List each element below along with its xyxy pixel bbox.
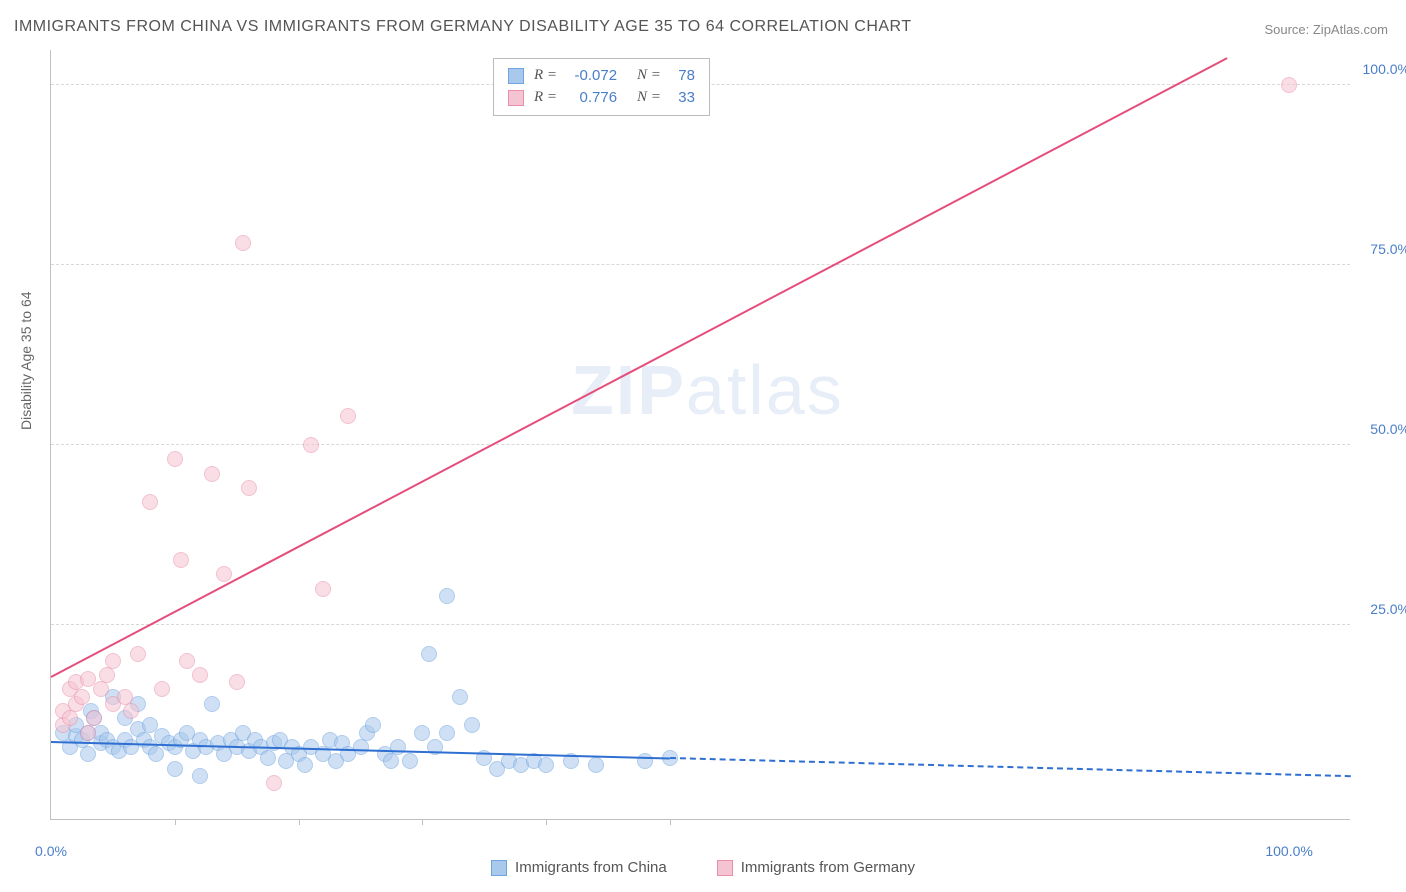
stats-box: R = -0.072 N = 78 R = 0.776 N = 33 [493, 58, 710, 116]
data-point [452, 689, 468, 705]
data-point [538, 757, 554, 773]
y-tick-label: 100.0% [1360, 61, 1406, 77]
watermark: ZIPatlas [571, 350, 844, 430]
data-point [123, 703, 139, 719]
data-point [86, 710, 102, 726]
stat-r-value: -0.072 [567, 67, 617, 84]
y-tick-label: 75.0% [1360, 241, 1406, 257]
legend-item: Immigrants from China [491, 859, 667, 876]
data-point [260, 750, 276, 766]
trend-line [670, 757, 1351, 777]
data-point [179, 653, 195, 669]
data-point [1281, 77, 1297, 93]
data-point [353, 739, 369, 755]
stat-label: N = [637, 67, 661, 84]
plot-area: ZIPatlas 25.0%50.0%75.0%100.0%0.0%100.0%… [50, 50, 1350, 820]
data-point [173, 552, 189, 568]
data-point [297, 757, 313, 773]
x-tick-label: 0.0% [35, 843, 67, 859]
data-point [315, 581, 331, 597]
data-point [241, 480, 257, 496]
data-point [74, 689, 90, 705]
data-point [464, 717, 480, 733]
data-point [142, 494, 158, 510]
stat-n-value: 33 [671, 89, 695, 106]
data-point [192, 667, 208, 683]
legend-swatch [508, 68, 524, 84]
y-axis-label: Disability Age 35 to 64 [18, 291, 34, 430]
gridline [51, 624, 1350, 625]
data-point [154, 681, 170, 697]
data-point [105, 653, 121, 669]
legend-swatch [491, 860, 507, 876]
data-point [439, 588, 455, 604]
x-tick [670, 819, 671, 825]
data-point [80, 725, 96, 741]
y-tick-label: 25.0% [1360, 601, 1406, 617]
x-tick [175, 819, 176, 825]
data-point [204, 696, 220, 712]
data-point [340, 408, 356, 424]
data-point [216, 566, 232, 582]
data-point [402, 753, 418, 769]
data-point [130, 646, 146, 662]
data-point [439, 725, 455, 741]
stats-row: R = -0.072 N = 78 [508, 65, 695, 87]
chart-title: IMMIGRANTS FROM CHINA VS IMMIGRANTS FROM… [14, 18, 912, 36]
legend-label: Immigrants from Germany [741, 859, 915, 876]
stat-label: R = [534, 67, 557, 84]
data-point [303, 437, 319, 453]
data-point [204, 466, 220, 482]
gridline [51, 264, 1350, 265]
data-point [229, 674, 245, 690]
data-point [414, 725, 430, 741]
stat-r-value: 0.776 [567, 89, 617, 106]
trend-line [51, 57, 1228, 678]
data-point [588, 757, 604, 773]
legend-label: Immigrants from China [515, 859, 667, 876]
x-tick [299, 819, 300, 825]
stat-label: N = [637, 89, 661, 106]
data-point [62, 710, 78, 726]
x-tick [546, 819, 547, 825]
legend-item: Immigrants from Germany [717, 859, 915, 876]
legend-swatch [508, 90, 524, 106]
data-point [99, 667, 115, 683]
data-point [266, 775, 282, 791]
data-point [167, 451, 183, 467]
gridline [51, 444, 1350, 445]
data-point [383, 753, 399, 769]
x-tick-label: 100.0% [1265, 843, 1312, 859]
y-tick-label: 50.0% [1360, 421, 1406, 437]
data-point [365, 717, 381, 733]
legend-swatch [717, 860, 733, 876]
data-point [421, 646, 437, 662]
data-point [93, 681, 109, 697]
source-label: Source: ZipAtlas.com [1264, 22, 1388, 37]
stat-n-value: 78 [671, 67, 695, 84]
x-tick [422, 819, 423, 825]
data-point [192, 768, 208, 784]
stats-row: R = 0.776 N = 33 [508, 87, 695, 109]
data-point [235, 235, 251, 251]
data-point [167, 761, 183, 777]
bottom-legend: Immigrants from China Immigrants from Ger… [0, 859, 1406, 876]
stat-label: R = [534, 89, 557, 106]
data-point [390, 739, 406, 755]
